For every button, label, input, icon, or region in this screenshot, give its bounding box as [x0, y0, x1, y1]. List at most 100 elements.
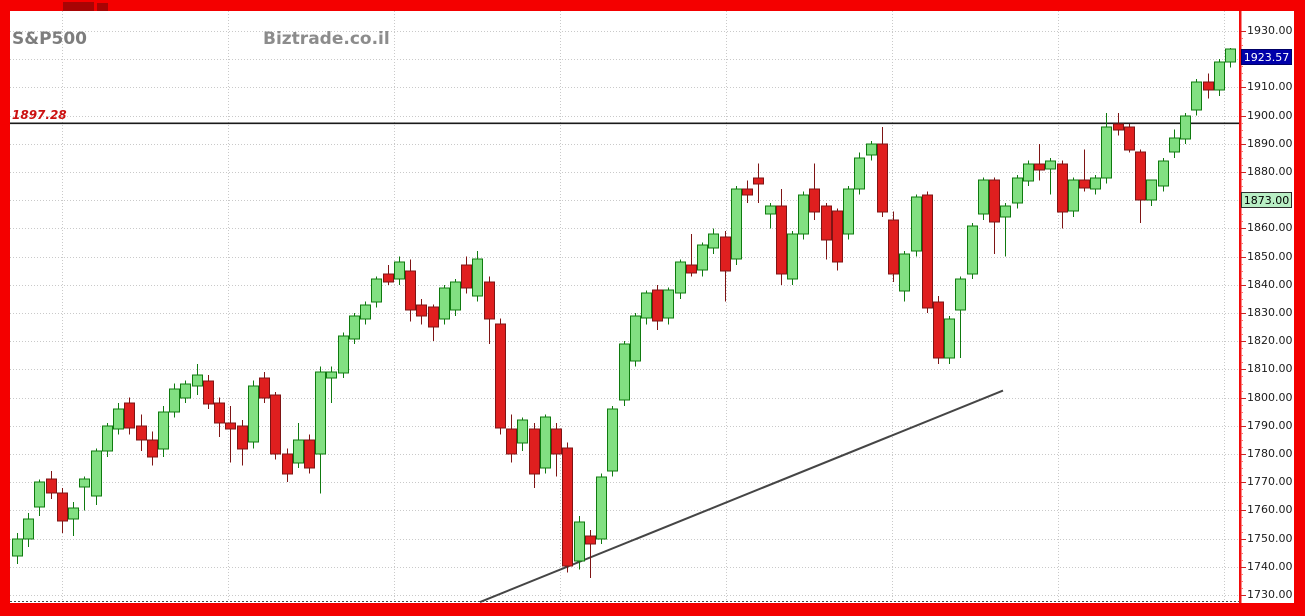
axis-price-label: 1830.00: [1247, 306, 1293, 319]
candle: [675, 261, 686, 294]
candle: [1012, 177, 1023, 204]
candle: [529, 428, 540, 475]
candle: [1146, 179, 1157, 201]
candle: [821, 205, 832, 241]
candle: [416, 304, 427, 317]
candle: [147, 439, 158, 458]
symbol-title: S&P500: [12, 29, 88, 49]
axis-price-label: 1860.00: [1247, 221, 1293, 235]
candle: [102, 425, 113, 452]
candle: [1090, 177, 1101, 190]
axis-price-label: 1780.00: [1247, 447, 1293, 460]
level-price-tag: 1873.00: [1241, 192, 1292, 208]
candle: [158, 411, 169, 450]
axis-price-label: 1850.00: [1247, 249, 1293, 263]
candle: [753, 177, 764, 185]
candle: [46, 478, 57, 494]
candle: [619, 343, 630, 401]
candle: [91, 450, 102, 497]
axis-price-label: 1760.00: [1247, 503, 1293, 517]
candle: [23, 518, 34, 540]
candle: [832, 210, 843, 263]
candle: [34, 481, 45, 508]
candle: [405, 270, 416, 311]
candle: [1113, 123, 1124, 131]
axis-price-label: 1880.00: [1247, 165, 1293, 178]
candle: [79, 478, 90, 488]
candle: [1034, 163, 1045, 171]
candle: [1124, 126, 1135, 151]
candle: [1057, 163, 1068, 213]
candle: [270, 394, 281, 455]
candle: [315, 371, 326, 455]
candle: [1023, 163, 1034, 182]
candle: [731, 188, 742, 260]
axis-price-label: 1890.00: [1247, 136, 1293, 150]
axis-price-label: 1820.00: [1247, 334, 1293, 348]
candle: [248, 385, 259, 443]
candle: [574, 521, 585, 562]
candle: [214, 402, 225, 424]
candle: [911, 196, 922, 252]
candle: [136, 425, 147, 441]
candle: [484, 281, 495, 320]
candle: [933, 301, 944, 359]
candle: [1214, 61, 1225, 91]
candle: [630, 315, 641, 362]
candle: [562, 447, 573, 567]
axis-price-label: 1800.00: [1247, 390, 1293, 404]
candle: [978, 179, 989, 215]
candle: [843, 188, 854, 235]
candle: [877, 143, 888, 213]
candle: [68, 507, 79, 520]
chart-plot-area[interactable]: [10, 11, 1239, 603]
candle: [866, 143, 877, 156]
candle: [663, 289, 674, 319]
candle: [282, 453, 293, 475]
candle: [1203, 81, 1214, 91]
candle: [293, 439, 304, 464]
candle: [12, 538, 23, 557]
candle: [203, 380, 214, 405]
axis-price-label: 1790.00: [1247, 418, 1293, 432]
candle: [113, 408, 124, 430]
price-axis[interactable]: [1241, 11, 1294, 603]
candle: [428, 306, 439, 328]
axis-price-label: 1840.00: [1247, 277, 1293, 291]
axis-price-label: 1930.00: [1247, 24, 1293, 37]
candle: [989, 179, 1000, 223]
candle: [944, 318, 955, 359]
candle: [461, 264, 472, 289]
axis-price-label: 1770.00: [1247, 475, 1293, 489]
candle: [899, 253, 910, 292]
candle: [495, 323, 506, 429]
candle: [1180, 115, 1191, 140]
candle: [394, 261, 405, 280]
candle: [888, 219, 899, 275]
candle: [1135, 151, 1146, 201]
candle: [237, 425, 248, 450]
candle: [641, 292, 652, 319]
candle: [304, 439, 315, 469]
candle: [1191, 81, 1202, 111]
watermark-logo: Biztrade.co.il: [263, 29, 390, 49]
candle: [1045, 160, 1056, 170]
candle: [809, 188, 820, 213]
candle: [169, 388, 180, 413]
axis-price-label: 1730.00: [1247, 588, 1293, 601]
candle: [1101, 126, 1112, 179]
candle: [450, 281, 461, 311]
candle: [798, 194, 809, 235]
axis-price-label: 1810.00: [1247, 362, 1293, 376]
candle: [1225, 48, 1236, 63]
candle: [360, 304, 371, 320]
candle: [776, 205, 787, 275]
candle: [472, 258, 483, 297]
candle: [955, 278, 966, 311]
candle: [124, 402, 135, 429]
axis-price-label: 1910.00: [1247, 80, 1293, 94]
hline-price-label: 1897.28: [12, 108, 67, 123]
candle: [259, 377, 270, 399]
